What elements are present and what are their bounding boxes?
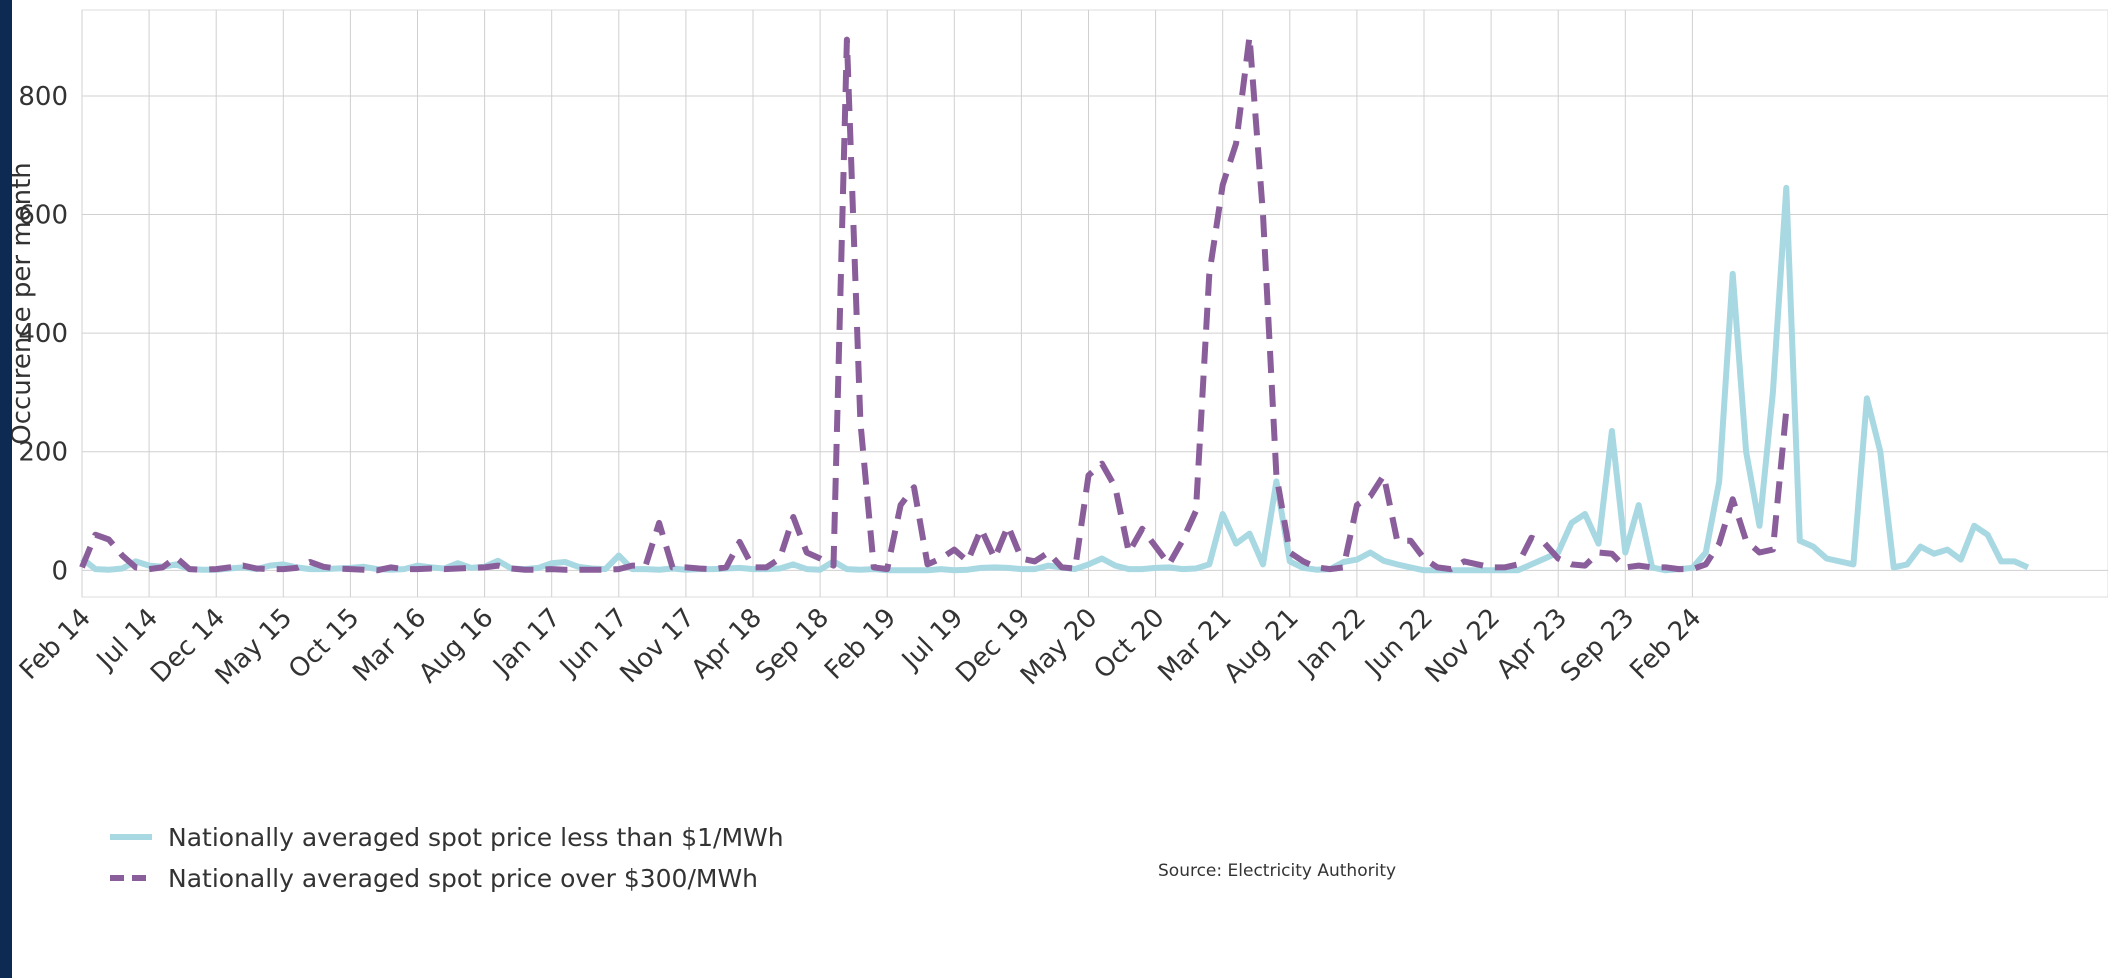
x-tick-label-6: Aug 16: [413, 603, 499, 689]
legend-label-1: Nationally averaged spot price over $300…: [168, 864, 758, 893]
legend: Nationally averaged spot price less than…: [110, 823, 784, 893]
series-line-1: [79, 33, 1790, 574]
x-tick-label-12: Feb 19: [819, 603, 902, 686]
series-line-0: [80, 184, 2030, 574]
y-tick-label-0: 0: [51, 556, 68, 586]
x-tick-label-9: Nov 17: [615, 603, 701, 689]
y-axis-ticks: 0 200 400 600 800: [18, 82, 68, 586]
x-tick-label-0: Feb 14: [14, 603, 97, 686]
series-group: [79, 33, 2030, 574]
x-tick-label-21: Nov 22: [1420, 603, 1506, 689]
x-tick-label-11: Sep 18: [750, 603, 835, 688]
source-note: Source: Electricity Authority: [1158, 861, 1396, 881]
y-tick-label-2: 400: [18, 319, 68, 349]
chart-panel: 0 200 400 600 800 Feb 14 Jul 14 Dec 14 May 15 Oc…: [12, 0, 2108, 978]
x-tick-label-23: Sep 23: [1555, 603, 1640, 688]
y-tick-label-3: 600: [18, 201, 68, 231]
y-tick-label-4: 800: [18, 82, 68, 112]
x-tick-label-24: Feb 24: [1624, 603, 1707, 686]
plot-area: [81, 9, 2108, 598]
grid-lines: [81, 10, 2108, 597]
y-tick-label-1: 200: [18, 438, 68, 468]
x-tick-label-18: Aug 21: [1218, 603, 1304, 689]
legend-label-0: Nationally averaged spot price less than…: [168, 823, 784, 852]
y-axis-label: Occurence per month: [12, 162, 37, 445]
x-tick-label-19: Jan 22: [1292, 603, 1372, 683]
x-tick-label-7: Jan 17: [486, 603, 566, 683]
